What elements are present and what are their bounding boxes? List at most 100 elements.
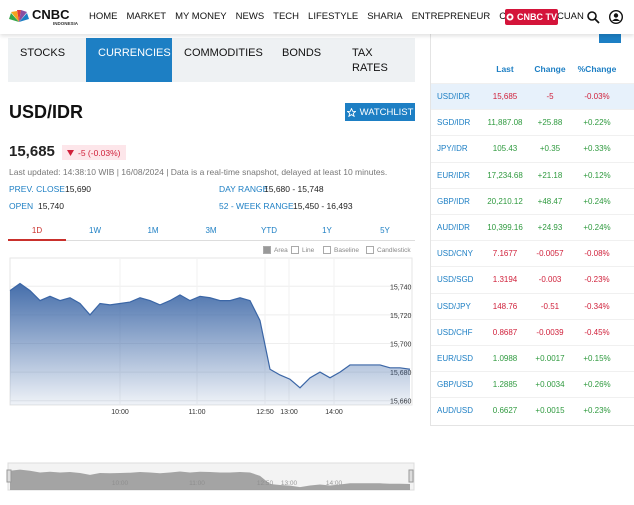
nav-item[interactable]: SHARIA: [367, 11, 403, 22]
chart-type-label: Baseline: [334, 246, 359, 254]
stat-label: PREV. CLOSE: [9, 184, 65, 194]
cell: -0.0039: [536, 327, 564, 337]
table-row[interactable]: EUR/USD 1.0988 +0.0017 +0.15%: [431, 345, 634, 372]
cell: -0.23%: [584, 275, 610, 285]
checkbox[interactable]: [366, 246, 374, 254]
period-tab[interactable]: YTD: [261, 226, 277, 235]
cell: 10,399.16: [487, 223, 523, 232]
table-row[interactable]: GBP/USD 1.2885 +0.0034 +0.26%: [431, 371, 634, 398]
checkbox[interactable]: [323, 246, 331, 254]
stat-value: 15,450 - 16,493: [293, 201, 353, 211]
cell: 1.2885: [492, 380, 518, 390]
y-tick-label: 15,740: [390, 284, 412, 291]
pair: USD/SGD: [437, 275, 474, 285]
market-tab[interactable]: BONDS: [270, 38, 340, 82]
watchlist-label: WATCHLIST: [359, 106, 414, 118]
period-tab[interactable]: 3M: [205, 226, 217, 235]
cell: 17,234.68: [487, 170, 523, 180]
market-tab[interactable]: STOCKS: [8, 38, 86, 82]
period-tab[interactable]: 1Y: [322, 226, 332, 235]
cell: -0.34%: [584, 301, 610, 311]
market-tab[interactable]: TAX RATES: [340, 38, 415, 82]
checkbox[interactable]: [263, 246, 271, 254]
change-badge: -5 (-0.03%): [62, 145, 126, 160]
stat-value: 15,680 - 15,748: [264, 184, 324, 194]
cell: 0.6627: [492, 406, 518, 416]
cell: +0.15%: [583, 354, 611, 363]
chart-type-option[interactable]: Area: [263, 246, 288, 254]
period-tab[interactable]: 5Y: [380, 226, 390, 235]
nav-item[interactable]: MARKET: [126, 11, 167, 22]
x-tick-label: 14:00: [325, 409, 343, 416]
table-row[interactable]: USD/CNY 7.1677 -0.0057 -0.08%: [431, 240, 634, 267]
column-header: Change: [534, 64, 566, 74]
nav-item[interactable]: MY MONEY: [175, 11, 227, 22]
chart-type-option[interactable]: Line: [291, 246, 314, 254]
cell: +0.24%: [583, 223, 611, 232]
cell: -0.03%: [584, 92, 610, 101]
cell: +0.0017: [535, 354, 565, 363]
pair: GBP/IDR: [437, 196, 470, 206]
tv-button[interactable]: CNBC TV: [505, 9, 558, 25]
period-tab[interactable]: 1W: [89, 226, 101, 235]
watchlist-button[interactable]: WATCHLIST: [345, 103, 415, 121]
navigator-handle: [6, 469, 12, 483]
nav-item[interactable]: NEWS: [235, 11, 265, 22]
table-row[interactable]: AUD/IDR 10,399.16 +24.93 +0.24%: [431, 214, 634, 241]
table-row[interactable]: JPY/IDR 105.43 +0.35 +0.33%: [431, 135, 634, 162]
market-tab-label: BONDS: [282, 47, 322, 59]
table-row[interactable]: USD/IDR 15,685 -5 -0.03%: [431, 83, 634, 110]
nav-item[interactable]: ENTREPRENEUR: [411, 11, 491, 22]
market-tab[interactable]: CURRENCIES: [86, 38, 172, 82]
table-row[interactable]: AUD/USD 0.6627 +0.0015 +0.23%: [431, 397, 634, 424]
market-tab[interactable]: COMMODITIES: [172, 38, 270, 82]
cell: +0.0015: [535, 406, 565, 416]
table-row[interactable]: USD/SGD 1.3194 -0.003 -0.23%: [431, 266, 634, 293]
cell: 11,887.08: [487, 118, 523, 128]
x-tick-label: 11:00: [189, 409, 206, 416]
pair: EUR/IDR: [437, 170, 470, 180]
period-tab[interactable]: 1D: [8, 226, 66, 241]
search-icon[interactable]: [587, 11, 600, 24]
pair: USD/IDR: [437, 92, 470, 101]
chart-type-option[interactable]: Baseline: [323, 246, 359, 254]
table-row[interactable]: USD/CHF 0.8687 -0.0039 -0.45%: [431, 318, 634, 346]
logo[interactable]: CNBC: [32, 7, 70, 22]
nav-item[interactable]: LIFESTYLE: [308, 11, 359, 22]
cell: 1.3194: [492, 275, 518, 285]
table-row[interactable]: GBP/IDR 20,210.12 +48.47 +0.24%: [431, 187, 634, 215]
area: [10, 283, 410, 405]
cell: 20,210.12: [487, 196, 523, 206]
table-row[interactable]: EUR/IDR 17,234.68 +21.18 +0.12%: [431, 161, 634, 189]
stat-value: 15,740: [38, 201, 64, 211]
period-tab[interactable]: 1M: [147, 226, 159, 235]
cell: +25.88: [537, 118, 563, 128]
period-tabs: 1D 1W 1M 3M YTD 1Y 5Y: [8, 224, 415, 241]
cell: 148.76: [492, 301, 518, 311]
table-row[interactable]: USD/JPY 148.76 -0.51 -0.34%: [431, 292, 634, 320]
cell: -5: [546, 92, 554, 101]
change: -5 (-0.03%): [78, 147, 121, 158]
x-tick-label: 13:00: [280, 409, 298, 416]
navigator-tick-label: 14:00: [326, 480, 343, 487]
chart-type-option[interactable]: Candlestick: [366, 246, 411, 254]
cell: 15,685: [492, 92, 518, 101]
market-tab-label: COMMODITIES: [184, 47, 263, 59]
logo-sub: INDONESIA: [53, 21, 79, 26]
nav-item[interactable]: TECH: [273, 11, 300, 22]
y-tick-label: 15,700: [390, 342, 412, 349]
user-icon[interactable]: [609, 10, 623, 24]
market-tabs: STOCKS CURRENCIES COMMODITIES BONDS TAX RATE…: [8, 38, 415, 82]
down-arrow: [67, 149, 74, 156]
stat-label: OPEN: [9, 201, 34, 211]
tv-icon: [506, 13, 514, 21]
cell: +0.35: [539, 144, 561, 154]
checkbox[interactable]: [291, 246, 299, 254]
cell: -0.003: [538, 275, 562, 285]
cell: +0.22%: [583, 118, 611, 128]
nav-item[interactable]: HOME: [89, 11, 118, 22]
table-row[interactable]: SGD/IDR 11,887.08 +25.88 +0.22%: [431, 109, 634, 136]
stat-value: 15,690: [65, 184, 91, 194]
cell: +24.93: [537, 223, 563, 232]
cell: +0.33%: [583, 144, 611, 154]
